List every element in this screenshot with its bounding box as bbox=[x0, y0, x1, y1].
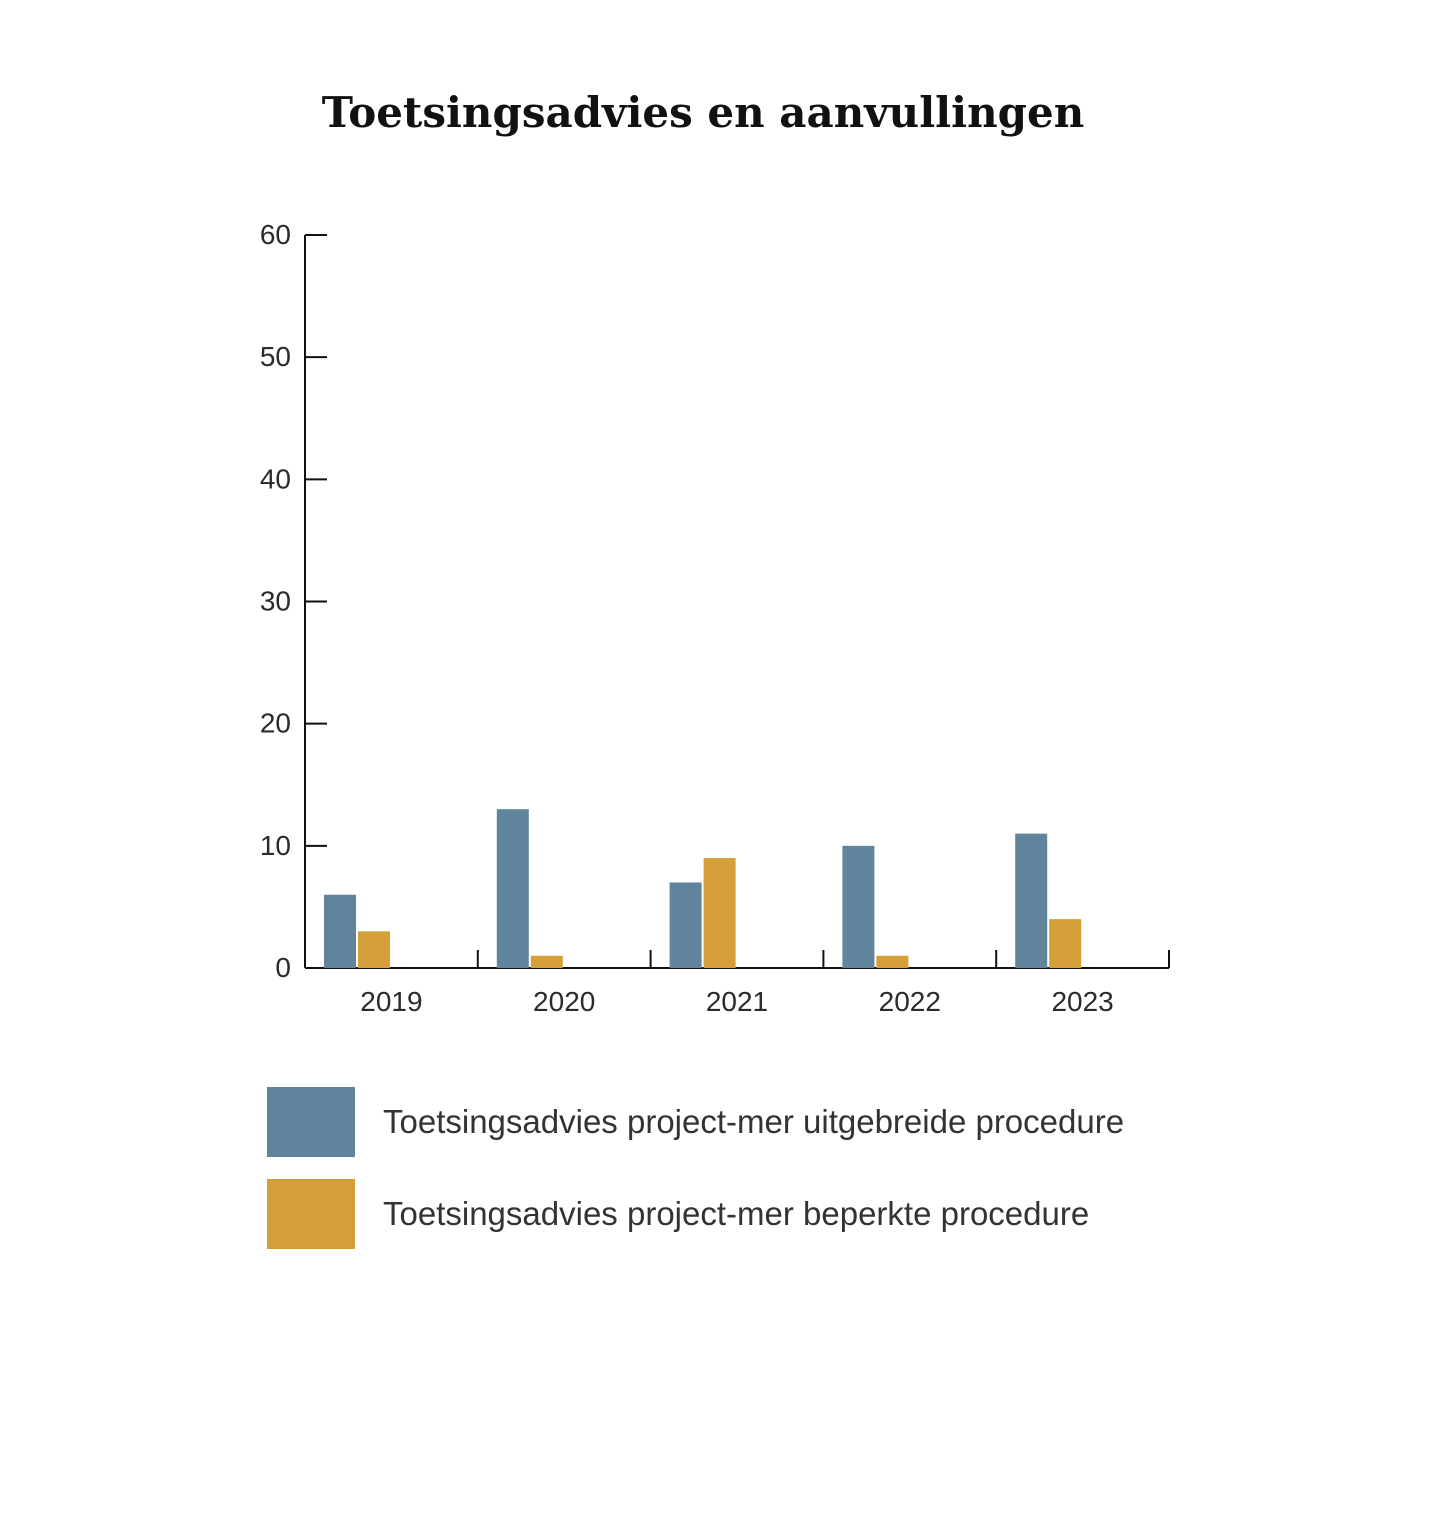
bar-2022-series-2 bbox=[876, 955, 909, 968]
y-tick-label: 0 bbox=[275, 952, 291, 983]
y-tick-label: 60 bbox=[260, 219, 291, 250]
y-tick-label: 40 bbox=[260, 463, 291, 494]
bar-2020-series-1 bbox=[496, 809, 529, 968]
bar-chart: 0 10 20 30 40 50 60 2019 2020 2021 2022 2023 bbox=[260, 219, 1170, 1017]
chart-title: Toetsingsadvies en aanvullingen bbox=[321, 88, 1085, 137]
x-tick-label: 2020 bbox=[533, 986, 595, 1017]
x-tick-label: 2019 bbox=[360, 986, 422, 1017]
y-tick-label: 50 bbox=[260, 341, 291, 372]
bar-2021-series-2 bbox=[703, 858, 736, 968]
bars bbox=[324, 809, 1082, 968]
legend-item-beperkte: Toetsingsadvies project-mer beperkte pro… bbox=[267, 1179, 1124, 1249]
x-tick-label: 2023 bbox=[1051, 986, 1113, 1017]
legend-swatch-uitgebreide bbox=[267, 1087, 355, 1157]
bar-2019-series-2 bbox=[358, 931, 390, 968]
bar-2020-series-2 bbox=[530, 955, 563, 968]
legend-item-uitgebreide: Toetsingsadvies project-mer uitgebreide … bbox=[267, 1087, 1124, 1157]
bar-2019-series-1 bbox=[324, 894, 356, 968]
bar-2022-series-1 bbox=[842, 845, 875, 968]
bar-2023-series-1 bbox=[1015, 833, 1048, 968]
y-tick-label: 20 bbox=[260, 708, 291, 739]
legend-label-beperkte: Toetsingsadvies project-mer beperkte pro… bbox=[383, 1195, 1090, 1232]
legend-swatch-beperkte bbox=[267, 1179, 355, 1249]
y-axis: 0 10 20 30 40 50 60 bbox=[260, 219, 327, 983]
x-tick-label: 2021 bbox=[706, 986, 768, 1017]
x-tick-label: 2022 bbox=[879, 986, 941, 1017]
x-axis: 2019 2020 2021 2022 2023 bbox=[305, 950, 1170, 1017]
bar-2023-series-2 bbox=[1049, 919, 1082, 968]
y-tick-label: 30 bbox=[260, 586, 291, 617]
legend: Toetsingsadvies project-mer uitgebreide … bbox=[267, 1087, 1124, 1271]
legend-label-uitgebreide: Toetsingsadvies project-mer uitgebreide … bbox=[383, 1103, 1125, 1140]
bar-2021-series-1 bbox=[669, 882, 702, 968]
y-tick-label: 10 bbox=[260, 830, 291, 861]
